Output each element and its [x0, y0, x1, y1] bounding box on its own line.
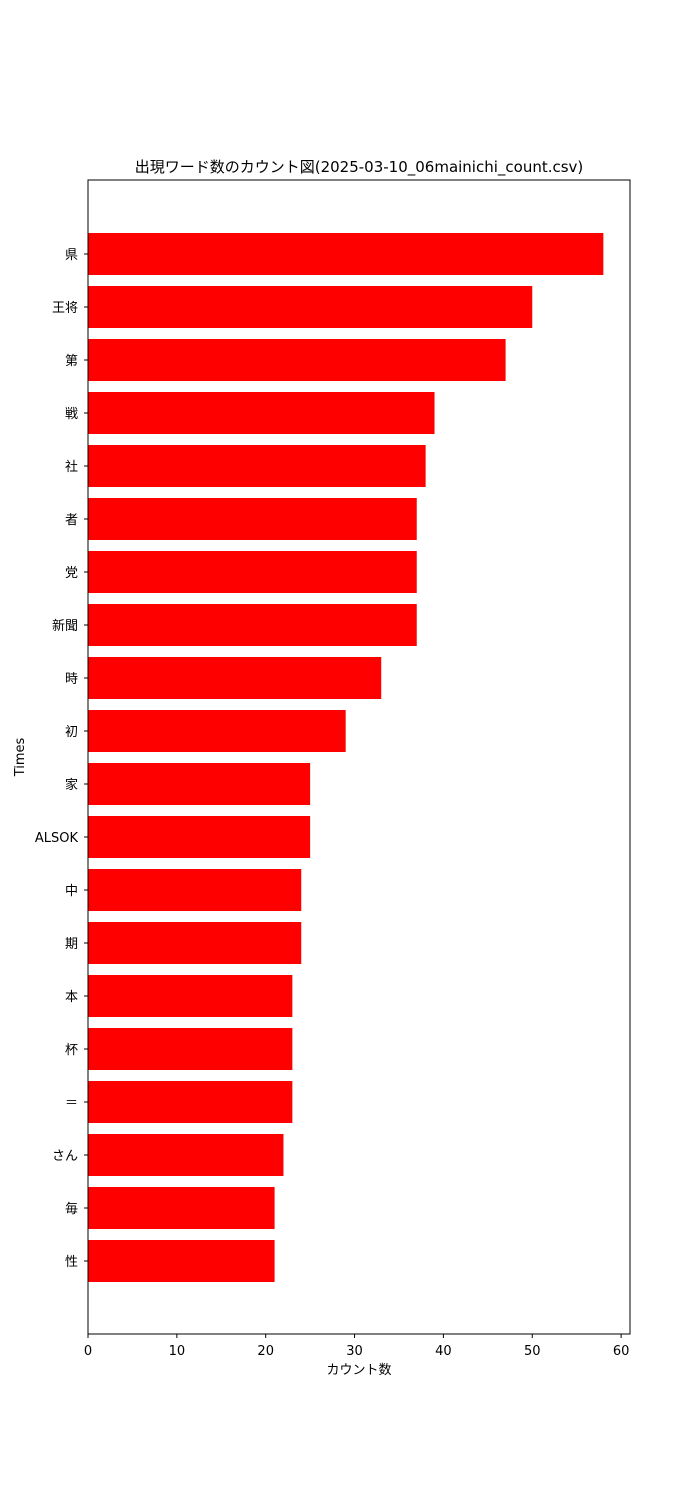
x-tick-label-4: 40	[435, 1344, 452, 1359]
y-tick-label-7: 新聞	[52, 618, 78, 634]
bar-12	[88, 869, 302, 911]
bar-3	[88, 392, 435, 434]
bar-8	[88, 657, 382, 699]
y-tick-label-15: 杯	[65, 1043, 78, 1058]
x-tick-label-5: 50	[524, 1344, 541, 1359]
bars-group	[88, 233, 604, 1282]
y-tick-label-11: ALSOK	[35, 831, 79, 846]
bar-6	[88, 551, 417, 593]
x-tick-label-0: 0	[84, 1344, 92, 1359]
bar-7	[88, 604, 417, 646]
x-axis-ticks: 0 10 20 30 40 50 60	[84, 1334, 630, 1359]
bar-19	[88, 1240, 275, 1282]
bar-11	[88, 816, 311, 858]
x-tick-label-3: 30	[346, 1344, 363, 1359]
bar-2	[88, 339, 506, 381]
chart-title: 出現ワード数のカウント図(2025-03-10_06mainichi_count…	[135, 158, 584, 177]
bar-9	[88, 710, 346, 752]
y-tick-label-2: 第	[65, 354, 78, 369]
y-tick-label-5: 者	[65, 513, 78, 528]
bar-10	[88, 763, 311, 805]
bar-5	[88, 498, 417, 540]
bar-0	[88, 233, 604, 275]
y-tick-label-19: 性	[65, 1255, 78, 1270]
y-tick-label-12: 中	[65, 884, 78, 899]
y-tick-label-0: 県	[65, 248, 78, 263]
x-tick-label-1: 10	[169, 1344, 186, 1359]
bar-16	[88, 1081, 293, 1123]
y-tick-label-1: 王将	[52, 301, 78, 316]
bar-1	[88, 286, 533, 328]
y-tick-label-6: 党	[65, 566, 78, 581]
x-tick-label-2: 20	[257, 1344, 274, 1359]
y-tick-label-13: 期	[65, 937, 78, 952]
y-tick-label-14: 本	[65, 990, 78, 1005]
x-axis-label: カウント数	[326, 1363, 391, 1378]
bar-15	[88, 1028, 293, 1070]
bar-14	[88, 975, 293, 1017]
bar-18	[88, 1187, 275, 1229]
bar-4	[88, 445, 426, 487]
y-tick-label-10: 家	[65, 777, 78, 793]
bar-13	[88, 922, 302, 964]
y-tick-label-17: さん	[52, 1149, 78, 1164]
x-tick-label-6: 60	[613, 1344, 630, 1359]
y-tick-label-3: 戦	[65, 407, 78, 422]
plot-area-frame	[87, 179, 631, 1335]
y-tick-label-9: 初	[65, 725, 78, 740]
y-axis-label: Times	[13, 737, 28, 777]
y-tick-label-16: ＝	[65, 1096, 78, 1111]
bar-17	[88, 1134, 284, 1176]
y-tick-label-4: 社	[65, 459, 78, 475]
y-tick-label-18: 毎	[65, 1201, 78, 1217]
y-tick-label-8: 時	[65, 672, 78, 687]
